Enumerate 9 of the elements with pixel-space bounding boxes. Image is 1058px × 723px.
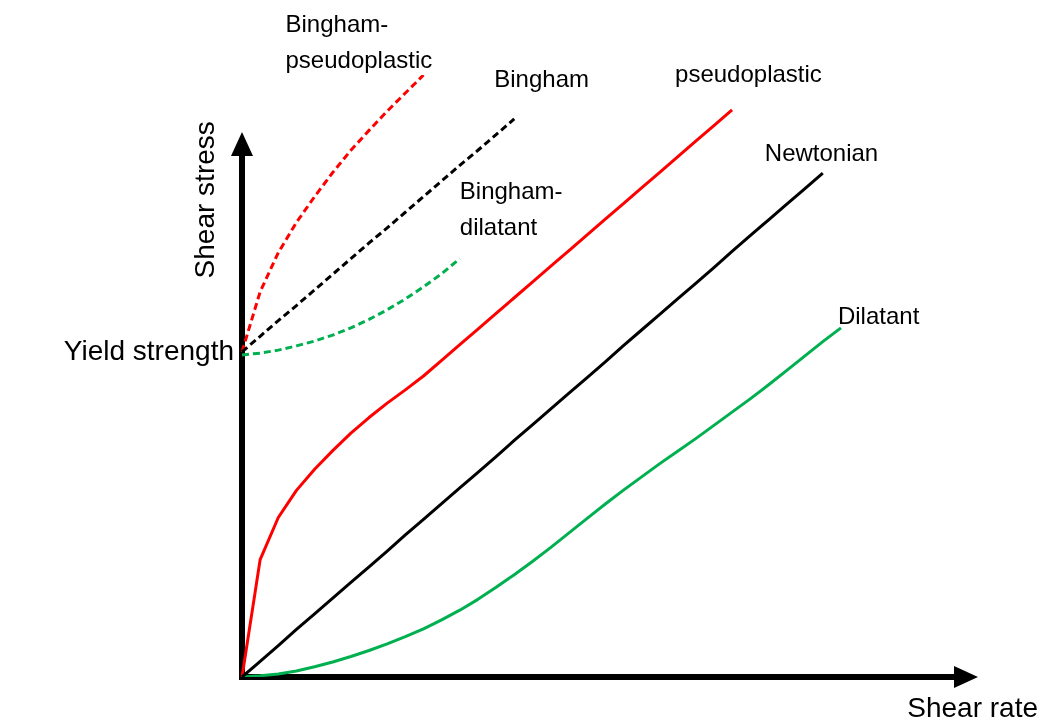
- x-axis-title: Shear rate: [907, 691, 1038, 723]
- y-axis-title: Shear stress: [188, 121, 220, 279]
- series-label: pseudoplastic: [675, 59, 822, 87]
- series-label: Newtonian: [764, 139, 879, 167]
- text: Yield strength: [63, 334, 234, 366]
- series-label: Bingham: [494, 64, 589, 92]
- series-label: Bingham-pseudoplastic: [285, 10, 433, 73]
- series-label: Bingham-dilatant: [459, 176, 563, 240]
- series-label: Dilatant: [837, 301, 920, 329]
